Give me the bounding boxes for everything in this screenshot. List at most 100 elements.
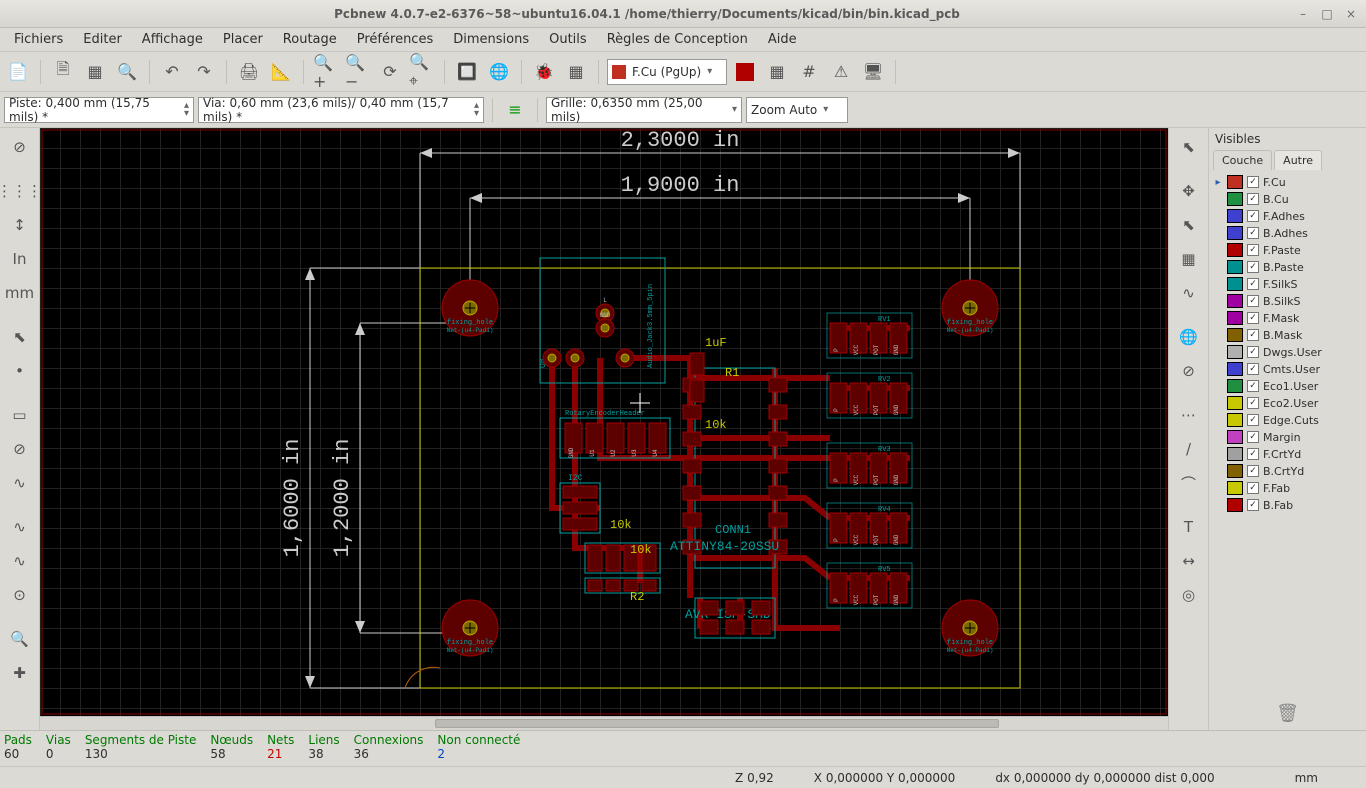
layer-checkbox[interactable]: ✓ — [1247, 397, 1259, 409]
toolbar-button-4[interactable]: ↶ — [158, 58, 186, 86]
tab-couche[interactable]: Couche — [1213, 150, 1272, 170]
toolbar-button-14[interactable]: 🐞 — [530, 58, 558, 86]
layer-checkbox[interactable]: ✓ — [1247, 176, 1259, 188]
left-tool-button-9[interactable]: ∿ — [5, 468, 35, 498]
layer-row-f-mask[interactable]: ✓F.Mask — [1211, 310, 1364, 326]
toolbar-button-19[interactable]: 🖥 — [859, 58, 887, 86]
layer-checkbox[interactable]: ✓ — [1247, 244, 1259, 256]
layer-checkbox[interactable]: ✓ — [1247, 193, 1259, 205]
layer-swatch[interactable] — [1227, 464, 1243, 478]
layer-swatch[interactable] — [1227, 447, 1243, 461]
right-tool-button-4[interactable]: ∿ — [1174, 278, 1204, 308]
toolbar-button-17[interactable]: # — [795, 58, 823, 86]
layer-swatch[interactable] — [1227, 294, 1243, 308]
menu-dimensions[interactable]: Dimensions — [443, 29, 539, 50]
left-tool-button-7[interactable]: ▭ — [5, 400, 35, 430]
layer-swatch[interactable] — [1227, 379, 1243, 393]
toolbar-button-6[interactable]: 🖨 — [235, 58, 263, 86]
layer-swatch[interactable] — [1227, 311, 1243, 325]
layer-swatch[interactable] — [1227, 498, 1243, 512]
right-tool-button-12[interactable]: ◎ — [1174, 580, 1204, 610]
menu-préférences[interactable]: Préférences — [347, 29, 443, 50]
layer-checkbox[interactable]: ✓ — [1247, 329, 1259, 341]
layer-row-b-mask[interactable]: ✓B.Mask — [1211, 327, 1364, 343]
left-tool-button-14[interactable]: ✚ — [5, 658, 35, 688]
zoom-combo[interactable]: Zoom Auto ▾ — [746, 97, 848, 123]
layer-swatch[interactable] — [1227, 192, 1243, 206]
left-tool-button-8[interactable]: ⊘ — [5, 434, 35, 464]
layer-checkbox[interactable]: ✓ — [1247, 210, 1259, 222]
trash-icon[interactable]: 🗑 — [1276, 703, 1299, 724]
left-tool-button-10[interactable]: ∿ — [5, 512, 35, 542]
horizontal-scrollbar[interactable] — [40, 716, 1168, 730]
layer-row-b-adhes[interactable]: ✓B.Adhes — [1211, 225, 1364, 241]
grid-style-button[interactable]: ≡ — [501, 96, 529, 124]
maximize-button[interactable]: □ — [1320, 7, 1334, 21]
layer-checkbox[interactable]: ✓ — [1247, 261, 1259, 273]
layer-row-b-paste[interactable]: ✓B.Paste — [1211, 259, 1364, 275]
left-tool-button-3[interactable]: In — [5, 244, 35, 274]
right-tool-button-10[interactable]: T — [1174, 512, 1204, 542]
layer-row-f-silks[interactable]: ✓F.SilkS — [1211, 276, 1364, 292]
menu-editer[interactable]: Editer — [73, 29, 132, 50]
toolbar-button-1[interactable]: 🗎 — [49, 58, 77, 86]
layer-row-eco1-user[interactable]: ✓Eco1.User — [1211, 378, 1364, 394]
layer-swatch[interactable] — [1227, 345, 1243, 359]
grid-size-combo[interactable]: Grille: 0,6350 mm (25,00 mils) ▾ — [546, 97, 742, 123]
layer-row-f-cu[interactable]: ▸✓F.Cu — [1211, 174, 1364, 190]
toolbar-button-3[interactable]: 🔍 — [113, 58, 141, 86]
right-tool-button-11[interactable]: ↔ — [1174, 546, 1204, 576]
layer-checkbox[interactable]: ✓ — [1247, 499, 1259, 511]
close-button[interactable]: × — [1344, 7, 1358, 21]
left-tool-button-5[interactable]: ⬉ — [5, 322, 35, 352]
toolbar-button-5[interactable]: ↷ — [190, 58, 218, 86]
via-size-combo[interactable]: Via: 0,60 mm (23,6 mils)/ 0,40 mm (15,7 … — [198, 97, 484, 123]
layer-swatch[interactable] — [1227, 209, 1243, 223]
layer-row-f-paste[interactable]: ✓F.Paste — [1211, 242, 1364, 258]
toolbar-button-0[interactable]: 📄 — [4, 58, 32, 86]
layer-checkbox[interactable]: ✓ — [1247, 380, 1259, 392]
tab-autre[interactable]: Autre — [1274, 150, 1322, 170]
left-tool-button-12[interactable]: ⊙ — [5, 580, 35, 610]
layer-checkbox[interactable]: ✓ — [1247, 295, 1259, 307]
right-tool-button-8[interactable]: / — [1174, 434, 1204, 464]
menu-placer[interactable]: Placer — [213, 29, 273, 50]
layer-row-f-adhes[interactable]: ✓F.Adhes — [1211, 208, 1364, 224]
right-tool-button-9[interactable]: ⌒ — [1174, 468, 1204, 498]
layer-swatch[interactable] — [1227, 175, 1243, 189]
layer-row-f-fab[interactable]: ✓F.Fab — [1211, 480, 1364, 496]
menu-fichiers[interactable]: Fichiers — [4, 29, 73, 50]
menu-routage[interactable]: Routage — [273, 29, 347, 50]
right-tool-button-3[interactable]: ▦ — [1174, 244, 1204, 274]
left-tool-button-4[interactable]: mm — [5, 278, 35, 308]
right-tool-button-7[interactable]: ⋯ — [1174, 400, 1204, 430]
toolbar-button-18[interactable]: ⚠ — [827, 58, 855, 86]
layer-checkbox[interactable]: ✓ — [1247, 346, 1259, 358]
left-tool-button-2[interactable]: ↕ — [5, 210, 35, 240]
right-tool-button-0[interactable]: ⬉ — [1174, 132, 1204, 162]
left-tool-button-13[interactable]: 🔍 — [5, 624, 35, 654]
layer-checkbox[interactable]: ✓ — [1247, 448, 1259, 460]
layer-row-b-cu[interactable]: ✓B.Cu — [1211, 191, 1364, 207]
layer-swatch-button[interactable] — [731, 58, 759, 86]
track-width-combo[interactable]: Piste: 0,400 mm (15,75 mils) * ▴▾ — [4, 97, 194, 123]
layer-row-margin[interactable]: ✓Margin — [1211, 429, 1364, 445]
layer-swatch[interactable] — [1227, 430, 1243, 444]
layer-row-cmts-user[interactable]: ✓Cmts.User — [1211, 361, 1364, 377]
menu-affichage[interactable]: Affichage — [132, 29, 213, 50]
layer-row-edge-cuts[interactable]: ✓Edge.Cuts — [1211, 412, 1364, 428]
layer-checkbox[interactable]: ✓ — [1247, 414, 1259, 426]
layer-swatch[interactable] — [1227, 260, 1243, 274]
minimize-button[interactable]: – — [1296, 7, 1310, 21]
layer-swatch[interactable] — [1227, 481, 1243, 495]
right-tool-button-2[interactable]: ⬉ — [1174, 210, 1204, 240]
layer-swatch[interactable] — [1227, 413, 1243, 427]
toolbar-button-16[interactable]: ▦ — [763, 58, 791, 86]
layer-swatch[interactable] — [1227, 396, 1243, 410]
layer-checkbox[interactable]: ✓ — [1247, 312, 1259, 324]
layer-checkbox[interactable]: ✓ — [1247, 227, 1259, 239]
layer-combo[interactable]: F.Cu (PgUp)▾ — [607, 59, 727, 85]
right-tool-button-6[interactable]: ⊘ — [1174, 356, 1204, 386]
left-tool-button-1[interactable]: ⋮⋮⋮ — [5, 176, 35, 206]
layer-row-b-silks[interactable]: ✓B.SilkS — [1211, 293, 1364, 309]
